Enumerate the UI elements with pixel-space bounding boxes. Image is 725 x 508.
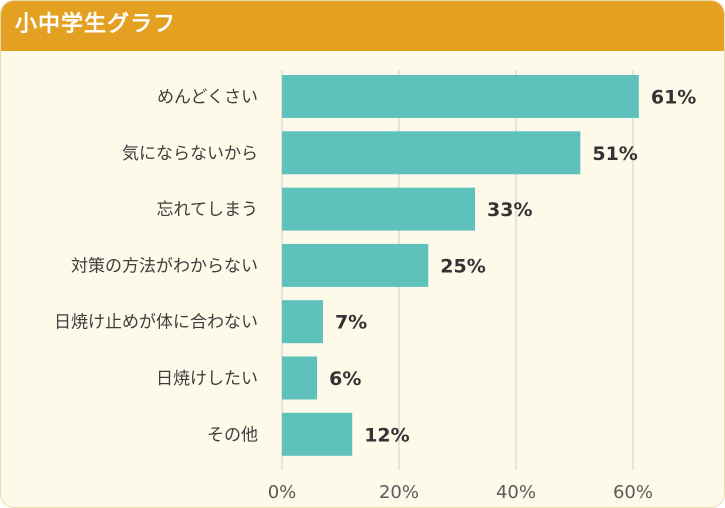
chart-header: 小中学生グラフ: [1, 1, 724, 51]
value-label-4: 25%: [440, 255, 485, 277]
bar-7: [282, 412, 353, 456]
bar-5: [282, 300, 323, 344]
value-label-5: 7%: [335, 312, 367, 334]
category-label-5: 日焼け止めが体に合わない: [54, 313, 258, 333]
x-tick-label-60: 60%: [613, 482, 653, 503]
category-label-4: 対策の方法がわからない: [71, 256, 258, 276]
bar-4: [282, 243, 429, 287]
x-tick-label-0: 0%: [268, 482, 297, 503]
bar-6: [282, 356, 318, 400]
bar-2: [282, 131, 581, 175]
bar-1: [282, 75, 639, 118]
value-label-2: 51%: [592, 143, 637, 165]
category-label-2: 気にならないから: [122, 144, 258, 164]
x-tick-label-20: 20%: [379, 482, 419, 503]
chart-title: 小中学生グラフ: [15, 12, 177, 37]
value-label-6: 6%: [329, 368, 361, 390]
value-label-3: 33%: [487, 199, 532, 221]
bar-3: [282, 187, 476, 231]
category-label-6: 日焼けしたい: [156, 369, 258, 389]
category-label-7: その他: [207, 425, 258, 445]
category-label-1: めんどくさい: [157, 88, 258, 108]
value-label-1: 61%: [651, 87, 696, 109]
value-label-7: 12%: [364, 424, 409, 446]
category-label-3: 忘れてしまう: [157, 200, 259, 220]
x-tick-label-40: 40%: [496, 482, 536, 503]
